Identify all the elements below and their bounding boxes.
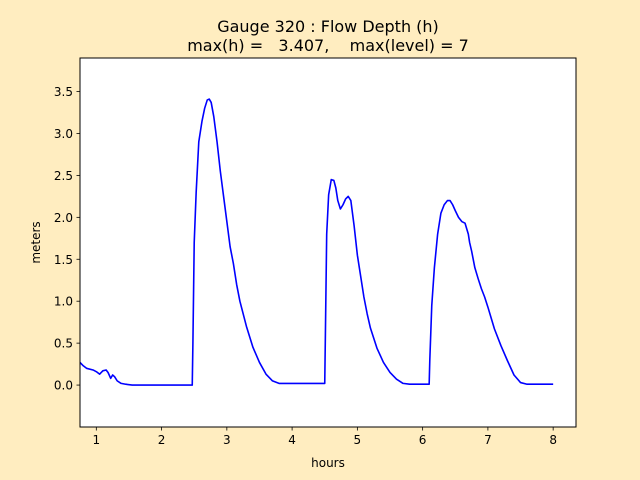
chart-title-line-1: Gauge 320 : Flow Depth (h) — [217, 17, 439, 36]
plot-area — [80, 58, 576, 427]
x-axis-label: hours — [311, 456, 345, 470]
chart-title-line-2: max(h) = 3.407, max(level) = 7 — [187, 36, 469, 55]
x-tick-label: 6 — [419, 433, 427, 447]
x-tick-label: 4 — [288, 433, 296, 447]
x-tick-label: 8 — [549, 433, 557, 447]
x-tick-label: 2 — [158, 433, 166, 447]
y-tick-label: 1.5 — [54, 253, 73, 267]
y-axis-label: meters — [29, 221, 43, 263]
x-tick-label: 3 — [223, 433, 231, 447]
ticks-layer: 1 2 3 4 5 6 7 8 0.0 0.5 1.0 1.5 2.0 2.5 3.0 3.5 — [54, 85, 557, 447]
y-tick-label: 3.5 — [54, 85, 73, 99]
y-tick-label: 3.0 — [54, 127, 73, 141]
y-tick-label: 2.0 — [54, 211, 73, 225]
y-tick-label: 0.0 — [54, 379, 73, 393]
series-line-0 — [79, 98, 554, 386]
x-tick-label: 5 — [354, 433, 362, 447]
y-tick-label: 2.5 — [54, 169, 73, 183]
y-tick-label: 0.5 — [54, 337, 73, 351]
series-layer — [79, 98, 554, 386]
x-tick-label: 7 — [484, 433, 492, 447]
x-tick-label: 1 — [92, 433, 100, 447]
y-tick-label: 1.0 — [54, 295, 73, 309]
plot-frame — [79, 57, 577, 428]
